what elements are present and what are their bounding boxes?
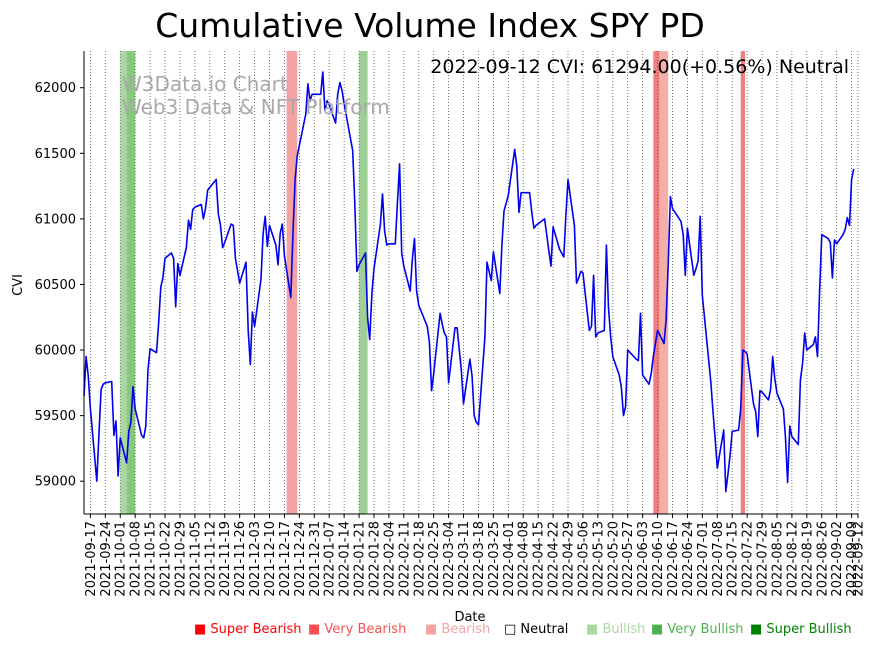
x-tick-label: 2022-05-13 — [591, 521, 606, 597]
x-tick-label: 2022-09-12 — [852, 521, 867, 597]
y-tick-label: 61000 — [35, 212, 76, 227]
x-tick-label: 2022-08-26 — [815, 521, 830, 597]
legend-label: ■ Very Bullish — [651, 622, 743, 637]
watermark: W3Data.io Chart Web3 Data & NFT Platform — [122, 72, 390, 119]
x-tick-label: 2021-10-08 — [129, 521, 144, 597]
x-tick-label: 2021-12-31 — [308, 521, 323, 597]
x-tick-label: 2021-12-10 — [263, 521, 278, 597]
chart-title: Cumulative Volume Index SPY PD — [155, 6, 704, 45]
x-tick-label: 2022-01-14 — [338, 521, 353, 597]
x-tick-label: 2022-08-12 — [785, 521, 800, 597]
x-tick-label: 2021-11-05 — [188, 521, 203, 597]
x-tick-label: 2021-11-26 — [233, 521, 248, 597]
y-tick-label: 59000 — [35, 475, 76, 490]
x-tick-label: 2022-07-01 — [696, 521, 711, 597]
x-tick-label: 2022-09-02 — [830, 521, 845, 597]
x-tick-label: 2022-04-08 — [517, 521, 532, 597]
x-tick-label: 2021-12-24 — [293, 521, 308, 597]
legend-label: ■ Super Bearish — [194, 622, 302, 637]
watermark-line-2: Web3 Data & NFT Platform — [122, 95, 390, 119]
legend-item-very-bullish: ■ Very Bullish — [651, 622, 743, 637]
series-layer — [83, 71, 855, 493]
legend-item-neutral: □ Neutral — [504, 622, 568, 637]
cvi-line — [83, 71, 855, 493]
x-tick-label: 2021-11-12 — [203, 521, 218, 597]
x-tick-label: 2021-10-29 — [173, 521, 188, 597]
x-tick-label: 2022-08-05 — [770, 521, 785, 597]
x-tick-label: 2022-09-09 — [845, 521, 860, 597]
x-tick-label: 2022-04-22 — [547, 521, 562, 597]
legend-item-super-bearish: ■ Super Bearish — [194, 622, 302, 637]
x-tick-label: 2021-10-01 — [114, 521, 129, 597]
x-tick-label: 2021-10-15 — [144, 521, 159, 597]
y-tick-label: 60500 — [35, 278, 76, 293]
x-tick-label: 2022-04-29 — [562, 521, 577, 597]
legend-item-very-bearish: ■ Very Bearish — [308, 622, 406, 637]
x-tick-label: 2022-03-11 — [457, 521, 472, 597]
signal-band-very-bearish — [653, 51, 660, 514]
x-tick-label: 2022-01-07 — [323, 521, 338, 597]
x-tick-label: 2021-12-03 — [248, 521, 263, 597]
x-tick-label: 2022-02-18 — [412, 521, 427, 597]
x-tick-label: 2021-09-17 — [84, 521, 99, 597]
legend-label: ■ Bearish — [425, 622, 490, 637]
x-tick-label: 2021-12-17 — [278, 521, 293, 597]
x-tick-label: 2022-01-28 — [367, 521, 382, 597]
x-axis-label: Date — [454, 610, 485, 625]
y-tick-label: 59500 — [35, 409, 76, 424]
x-tick-label: 2021-11-19 — [218, 521, 233, 597]
x-tick-label: 2021-10-22 — [159, 521, 174, 597]
x-tick-label: 2022-03-04 — [442, 521, 457, 597]
axes — [83, 51, 858, 515]
x-tick-label: 2022-08-19 — [800, 521, 815, 597]
x-tick-label: 2022-06-24 — [681, 521, 696, 597]
x-tick-label: 2022-06-03 — [636, 521, 651, 597]
x-axis-ticks: 2021-09-17 2021-09-24 2021-10-01 2021-10-08… — [84, 514, 867, 597]
legend-label: ■ Very Bearish — [308, 622, 406, 637]
legend-label: ■ Super Bullish — [750, 622, 852, 637]
legend-item-super-bullish: ■ Super Bullish — [750, 622, 852, 637]
legend: ■ Super Bearish ■ Very Bearish ■ Bearish □ … — [194, 622, 852, 637]
x-tick-label: 2022-03-18 — [472, 521, 487, 597]
x-tick-label: 2022-02-25 — [427, 521, 442, 597]
y-tick-label: 62000 — [35, 81, 76, 96]
x-tick-label: 2022-04-01 — [502, 521, 517, 597]
x-tick-label: 2022-05-27 — [621, 521, 636, 597]
signal-band-very-bearish — [740, 51, 745, 514]
signal-band-bearish — [659, 51, 669, 514]
signal-band-bullish — [120, 51, 127, 514]
x-tick-label: 2022-05-06 — [576, 521, 591, 597]
x-tick-label: 2022-07-15 — [726, 521, 741, 597]
x-tick-label: 2022-01-21 — [353, 521, 368, 597]
x-tick-label: 2022-06-17 — [666, 521, 681, 597]
legend-item-bullish: ■ Bullish — [586, 622, 645, 637]
x-tick-label: 2022-07-29 — [756, 521, 771, 597]
x-tick-label: 2022-02-04 — [382, 521, 397, 597]
y-tick-label: 60000 — [35, 344, 76, 359]
x-tick-label: 2021-09-24 — [99, 521, 114, 597]
signal-bands — [120, 51, 745, 514]
legend-item-bearish: ■ Bearish — [425, 622, 490, 637]
latest-value-annotation: 2022-09-12 CVI: 61294.00(+0.56%) Neutral — [430, 56, 849, 78]
signal-band-very-bullish — [359, 51, 368, 514]
x-tick-label: 2022-07-22 — [741, 521, 756, 597]
x-tick-label: 2022-03-25 — [487, 521, 502, 597]
x-tick-label: 2022-04-15 — [532, 521, 547, 597]
legend-label: ■ Bullish — [586, 622, 645, 637]
y-tick-label: 61500 — [35, 147, 76, 162]
y-axis-label: CVI — [11, 274, 26, 296]
x-tick-label: 2022-07-08 — [711, 521, 726, 597]
y-axis-ticks: 59000 59500 60000 60500 61000 61500 62000 — [35, 81, 84, 490]
legend-label: □ Neutral — [504, 622, 568, 637]
x-tick-label: 2022-05-20 — [606, 521, 621, 597]
x-tick-label: 2022-06-10 — [651, 521, 666, 597]
watermark-line-1: W3Data.io Chart — [122, 72, 288, 96]
x-tick-label: 2022-02-11 — [397, 521, 412, 597]
signal-band-very-bullish — [126, 51, 136, 514]
